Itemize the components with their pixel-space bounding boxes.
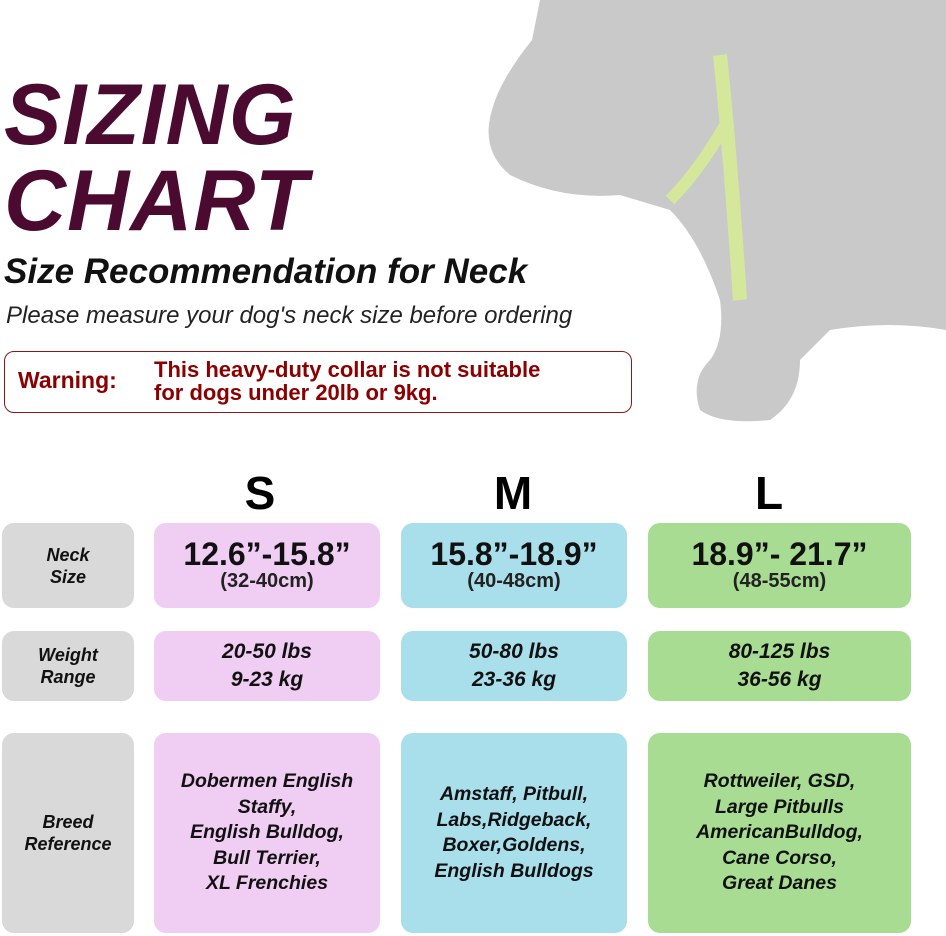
- dog-silhouette-icon: [488, 0, 946, 422]
- text-line: Large Pitbulls: [715, 795, 844, 818]
- weight-m: 50-80 lbs 23-36 kg: [401, 631, 627, 701]
- text-line: 20-50 lbs: [222, 640, 312, 663]
- text-line: 80-125 lbs: [728, 640, 831, 663]
- subtitle: Size Recommendation for Neck: [4, 252, 528, 291]
- text-line: English Bulldog,: [190, 821, 344, 844]
- text-line: Neck: [46, 544, 90, 565]
- text-line: (40-48cm): [467, 570, 561, 592]
- breeds-l: Rottweiler, GSD, Large Pitbulls AmericanBu…: [648, 733, 911, 933]
- text-line: 50-80 lbs: [469, 640, 559, 663]
- text-line: Dobermen English: [180, 770, 354, 793]
- warning-label: Warning:: [18, 367, 117, 393]
- text-line: 36-56 kg: [737, 668, 822, 691]
- warning-message: This heavy-duty collar is not suitable f…: [154, 358, 540, 404]
- text-line: 9-23 kg: [230, 668, 304, 691]
- text-line: AmericanBulldog,: [696, 821, 863, 844]
- warning-box: Warning: This heavy-duty collar is not s…: [4, 351, 632, 413]
- text-line: Bull Terrier,: [213, 846, 321, 869]
- breeds-m: Amstaff, Pitbull, Labs,Ridgeback, Boxer,Go…: [401, 733, 627, 933]
- text-line: Reference: [24, 834, 112, 854]
- size-header-m: M: [493, 467, 533, 519]
- text-line: Weight: [38, 645, 98, 665]
- neck-size-l: 18.9”- 21.7” (48-55cm): [648, 523, 911, 608]
- text-line: 18.9”- 21.7”: [691, 536, 868, 572]
- instruction: Please measure your dog's neck size befo…: [6, 302, 573, 329]
- weight-l: 80-125 lbs 36-56 kg: [648, 631, 911, 701]
- text-line: Range: [40, 667, 96, 687]
- neck-size-m: 15.8”-18.9” (40-48cm): [401, 523, 627, 608]
- size-header-s: S: [244, 467, 276, 519]
- breeds-s: Dobermen English Staffy, English Bulldog, B…: [154, 733, 380, 933]
- text-line: 15.8”-18.9”: [430, 536, 598, 572]
- text-line: English Bulldogs: [434, 859, 594, 882]
- text-line: Amstaff, Pitbull,: [439, 783, 589, 805]
- text-line: XL Frenchies: [205, 872, 329, 895]
- text-line: Great Danes: [722, 872, 837, 895]
- row-label-neck: Neck Size: [2, 523, 134, 608]
- text-line: (48-55cm): [732, 570, 827, 592]
- text-line: Labs,Ridgeback,: [436, 808, 592, 831]
- text-line: Staffy,: [237, 795, 297, 818]
- text-line: Boxer,Goldens,: [442, 834, 586, 856]
- text-line: Size: [49, 566, 87, 587]
- weight-s: 20-50 lbs 9-23 kg: [154, 631, 380, 701]
- neck-size-s: 12.6”-15.8” (32-40cm): [154, 523, 380, 608]
- warning-line: This heavy-duty collar is not suitable: [154, 357, 541, 382]
- text-line: Cane Corso,: [722, 846, 837, 869]
- text-line: (32-40cm): [220, 570, 314, 592]
- title-sizing: SIZING: [4, 67, 297, 163]
- text-line: Rottweiler, GSD,: [703, 770, 856, 793]
- title-chart: CHART: [4, 153, 309, 249]
- text-line: 23-36 kg: [471, 668, 557, 691]
- warning-line: for dogs under 20lb or 9kg.: [154, 380, 438, 405]
- text-line: 12.6”-15.8”: [183, 536, 351, 572]
- row-label-breed: Breed Reference: [2, 733, 134, 933]
- row-label-weight: Weight Range: [2, 631, 134, 701]
- text-line: Breed: [42, 812, 94, 832]
- size-header-l: L: [754, 467, 784, 519]
